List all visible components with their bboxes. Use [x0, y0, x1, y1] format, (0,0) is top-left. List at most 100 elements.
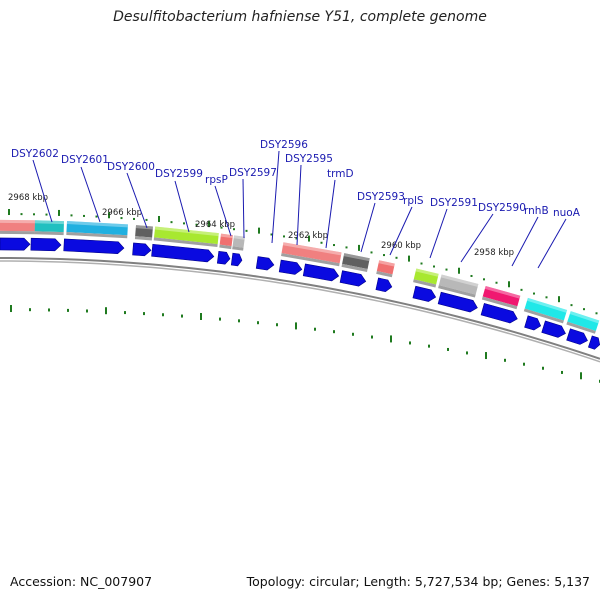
scale-tick: [195, 223, 198, 226]
kbp-label: 2966 kbp: [102, 208, 142, 218]
scale-tick: [458, 267, 460, 274]
scale-tick: [258, 227, 260, 234]
scale-tick: [83, 214, 85, 217]
category-block: [413, 268, 439, 288]
gene-label[interactable]: trmD: [327, 168, 354, 180]
outer-ring-tick: [466, 351, 468, 355]
gene-label[interactable]: DSY2595: [285, 153, 333, 165]
gene-label[interactable]: DSY2597: [229, 167, 277, 179]
gene-leader-line: [214, 185, 232, 237]
scale-tick: [595, 312, 598, 315]
outer-ring-tick: [523, 362, 525, 366]
category-block: [66, 220, 128, 239]
scale-tick: [483, 278, 485, 281]
category-block: [34, 220, 64, 236]
gene-leader-line: [174, 180, 190, 233]
outer-ring-tick: [86, 309, 88, 313]
accession-text: Accession: NC_007907: [10, 574, 153, 589]
outer-ring-tick: [48, 308, 50, 312]
scale-tick: [320, 241, 323, 244]
cds-arrow: [230, 252, 243, 267]
gene-label[interactable]: nuoA: [553, 207, 581, 219]
scale-tick: [495, 281, 498, 284]
gene-label[interactable]: rpsP: [205, 174, 228, 186]
category-block: [481, 285, 521, 310]
scale-tick: [170, 221, 173, 224]
scale-tick: [533, 292, 535, 295]
gene-leader-line: [511, 216, 539, 267]
category-block: [438, 274, 479, 298]
gene-leader-line: [126, 172, 148, 229]
cds-arrow: [437, 291, 478, 313]
cds-arrow: [132, 242, 152, 257]
cds-arrow: [480, 302, 518, 324]
outer-ring-tick: [333, 330, 335, 334]
scale-tick: [295, 237, 298, 240]
scale-tick: [345, 246, 348, 249]
gene-label[interactable]: DSY2590: [478, 202, 526, 214]
cds-arrow: [541, 320, 566, 338]
scale-tick: [108, 212, 110, 219]
gene-label[interactable]: DSY2593: [357, 191, 405, 203]
outer-ring-tick: [409, 341, 411, 345]
outer-ring-tick: [143, 312, 145, 316]
cds-arrow: [0, 237, 31, 251]
outer-ring-tick: [181, 314, 183, 318]
outer-ring-tick: [314, 327, 316, 331]
kbp-label: 2960 kbp: [381, 241, 421, 251]
gene-label[interactable]: DSY2601: [61, 154, 109, 166]
cds-arrow: [412, 285, 437, 302]
category-block: [376, 260, 395, 278]
gene-label[interactable]: DSY2591: [430, 197, 478, 209]
outer-ring-tick: [238, 319, 240, 323]
gene-leader-line: [271, 150, 280, 244]
gene-label[interactable]: DSY2599: [155, 168, 203, 180]
outer-ring-tick: [276, 323, 278, 327]
outer-ring-tick: [485, 352, 487, 360]
category-block: [523, 297, 568, 324]
gene-label[interactable]: DSY2600: [107, 161, 155, 173]
scale-tick: [133, 217, 135, 220]
outer-ring-tick: [580, 372, 582, 380]
scale-tick: [408, 255, 410, 262]
scale-tick: [220, 226, 223, 229]
gene-leader-line: [429, 208, 448, 259]
cds-arrow: [524, 315, 542, 331]
scale-tick: [308, 235, 310, 242]
scale-tick: [183, 222, 185, 225]
scale-tick: [33, 213, 35, 216]
outer-ring-tick: [200, 313, 202, 320]
scale-tick: [70, 214, 73, 217]
cds-arrow: [151, 243, 215, 263]
cds-arrow: [302, 263, 340, 282]
scale-tick: [58, 209, 60, 216]
scale-tick: [395, 256, 398, 259]
cds-arrow: [339, 270, 367, 287]
scale-tick: [545, 296, 548, 299]
scale-tick: [145, 218, 148, 221]
scale-tick: [158, 215, 160, 222]
scale-tick: [370, 251, 373, 254]
gene-label[interactable]: rplS: [403, 195, 424, 207]
outer-ring-tick: [371, 335, 373, 339]
cds-arrow: [375, 277, 393, 293]
scale-tick: [358, 244, 360, 251]
scale-tick: [508, 281, 510, 288]
cds-arrow: [566, 328, 588, 345]
outer-ring-tick: [390, 335, 392, 343]
scale-tick: [283, 235, 285, 238]
gene-leader-line: [389, 206, 413, 256]
scale-tick: [570, 304, 573, 307]
gene-label[interactable]: DSY2602: [11, 148, 59, 160]
gene-label[interactable]: DSY2596: [260, 139, 308, 151]
cds-arrow: [278, 259, 303, 275]
scale-tick: [95, 215, 98, 218]
category-block: [566, 311, 600, 334]
scale-tick: [45, 213, 48, 216]
backbone-line: [0, 257, 600, 360]
scale-tick: [470, 274, 473, 277]
cds-arrow: [63, 238, 125, 255]
gene-label[interactable]: rnhB: [524, 205, 549, 217]
genome-summary-text: Topology: circular; Length: 5,727,534 bp…: [246, 574, 590, 589]
